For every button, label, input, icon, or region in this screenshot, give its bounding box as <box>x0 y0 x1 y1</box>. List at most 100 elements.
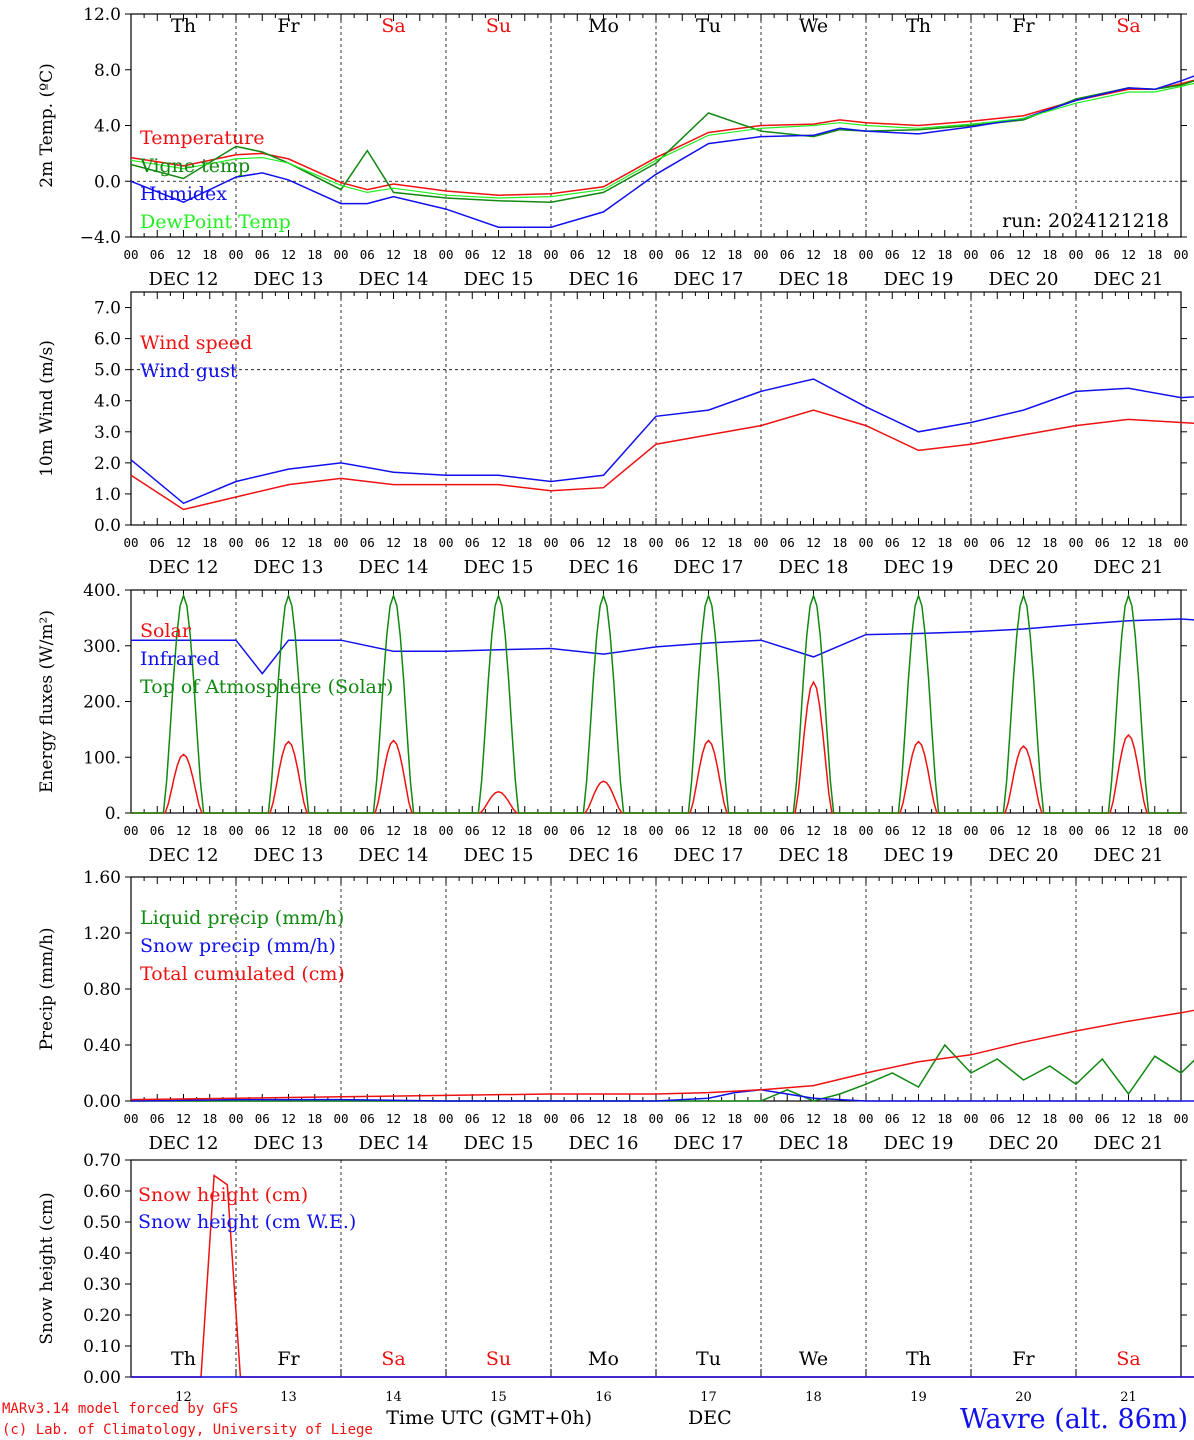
x-axis: 00 06 12 18 00 06 12 18 00 06 12 18 00 06 12 18 00 06 12 18… <box>123 877 1189 1154</box>
hour-tick-label: 00 <box>1068 247 1083 262</box>
y-tick-label: 0.70 <box>83 1151 121 1171</box>
hour-tick-label: 18 <box>937 1111 952 1126</box>
hour-tick-label: 12 <box>1016 535 1031 550</box>
y-tick-label: 0.00 <box>83 1092 121 1112</box>
hour-tick-label: 18 <box>412 823 427 838</box>
hour-tick-label: 18 <box>832 535 847 550</box>
hour-tick-label: 18 <box>1042 823 1057 838</box>
hour-tick-label: 00 <box>648 535 663 550</box>
y-tick-label: 0.50 <box>83 1213 121 1233</box>
hour-tick-label: 00 <box>333 247 348 262</box>
hour-tick-label: 12 <box>176 823 191 838</box>
date-label: DEC 18 <box>779 1133 849 1154</box>
hour-tick-label: 12 <box>281 247 296 262</box>
hour-tick-label: 06 <box>885 247 900 262</box>
x-axis: 00 06 12 18 00 06 12 18 00 06 12 18 00 06 12 18 00 06 12 18… <box>123 292 1189 578</box>
hour-tick-label: 18 <box>307 823 322 838</box>
hour-tick-label: 12 <box>701 1111 716 1126</box>
hour-tick-label: 12 <box>596 1111 611 1126</box>
hour-tick-label: 00 <box>753 247 768 262</box>
y-axis-label: 2m Temp. (ºC) <box>37 63 57 188</box>
y-tick-label: 100. <box>83 748 121 768</box>
credit-line-1: MARv3.14 model forced by GFS <box>2 1401 238 1417</box>
hour-tick-label: 12 <box>176 247 191 262</box>
hour-tick-label: 00 <box>753 823 768 838</box>
hour-tick-label: 12 <box>911 823 926 838</box>
y-tick-label: 0.40 <box>83 1244 121 1264</box>
hour-tick-label: 00 <box>963 247 978 262</box>
series-group <box>131 593 1194 814</box>
legend-entry: Snow precip (mm/h) <box>140 935 336 957</box>
hour-tick-label: 18 <box>1042 1111 1057 1126</box>
hour-tick-label: 00 <box>333 823 348 838</box>
hour-tick-label: 06 <box>150 1111 165 1126</box>
weekday-label: Mo <box>588 1348 619 1370</box>
date-label: DEC 18 <box>779 845 849 866</box>
hour-tick-label: 06 <box>150 535 165 550</box>
series-line <box>130 378 1194 505</box>
series-line <box>130 79 1194 196</box>
y-axis-label: Energy fluxes (W/m²) <box>37 610 57 793</box>
y-tick-label: 1.60 <box>83 868 121 888</box>
panel-1: −4.00.04.08.012.02m Temp. (ºC)00 06 12 18 00… <box>37 5 1194 290</box>
hour-tick-label: 00 <box>438 1111 453 1126</box>
series-group <box>131 1174 1194 1378</box>
hour-tick-label: 00 <box>123 247 138 262</box>
hour-tick-label: 00 <box>963 1111 978 1126</box>
date-label: DEC 15 <box>464 269 534 290</box>
y-tick-label: 0.20 <box>83 1306 121 1326</box>
y-tick-label: 0.40 <box>83 1036 121 1056</box>
weekday-label: Sa <box>1116 15 1140 37</box>
weekday-label: Mo <box>588 15 619 37</box>
hour-tick-label: 12 <box>701 535 716 550</box>
hour-tick-label: 00 <box>648 247 663 262</box>
day-number-label: 19 <box>910 1390 927 1405</box>
legend: Snow height (cm) Snow height (cm W.E.) <box>138 1184 356 1233</box>
hour-tick-label: 06 <box>990 247 1005 262</box>
hour-tick-label: 18 <box>1042 247 1057 262</box>
series-group <box>130 1009 1194 1102</box>
day-number-label: 12 <box>175 1390 192 1405</box>
hour-tick-label: 18 <box>622 1111 637 1126</box>
hour-tick-label: 06 <box>1095 247 1110 262</box>
hour-tick-label: 12 <box>1121 1111 1136 1126</box>
hour-tick-label: 18 <box>937 247 952 262</box>
weekday-label: Sa <box>381 15 405 37</box>
weekday-label: Th <box>906 15 931 37</box>
hour-tick-label: 00 <box>1068 823 1083 838</box>
legend-entry: Snow height (cm) <box>138 1184 308 1206</box>
y-tick-label: 4.0 <box>94 392 121 412</box>
date-label: DEC 17 <box>674 557 744 578</box>
hour-tick-label: 18 <box>1042 535 1057 550</box>
date-label: DEC 17 <box>674 269 744 290</box>
hour-tick-label: 18 <box>622 535 637 550</box>
date-label: DEC 13 <box>254 269 324 290</box>
panel-2: 0.0 1.0 2.0 3.0 4.0 5.0 6.0 7.0 10m Wind (m/s) 00… <box>37 291 1194 578</box>
date-label: DEC 13 <box>254 557 324 578</box>
hour-tick-label: 18 <box>622 823 637 838</box>
hour-tick-label: 12 <box>386 823 401 838</box>
plot-frame <box>130 13 1182 238</box>
series-line <box>131 618 1194 675</box>
weekday-label: Tu <box>696 15 721 37</box>
hour-tick-label: 06 <box>570 535 585 550</box>
x-axis-label: Time UTC (GMT+0h) <box>386 1407 592 1429</box>
hour-tick-label: 18 <box>517 823 532 838</box>
date-label: DEC 21 <box>1094 845 1164 866</box>
hour-tick-label: 18 <box>517 535 532 550</box>
y-tick-label: 0.60 <box>83 1182 121 1202</box>
hour-tick-label: 00 <box>858 823 873 838</box>
hour-tick-label: 00 <box>543 823 558 838</box>
hour-tick-label: 18 <box>412 1111 427 1126</box>
series-line <box>131 593 1181 814</box>
legend: Temperature Vigne temp Humidex DewPoint Tem… <box>139 127 291 233</box>
hour-tick-label: 12 <box>281 535 296 550</box>
date-label: DEC 15 <box>464 557 534 578</box>
y-axis-label: Snow height (cm) <box>37 1192 57 1344</box>
date-label: DEC 14 <box>359 1133 429 1154</box>
series-line <box>130 1009 1194 1101</box>
legend-entry: Wind speed <box>140 332 252 354</box>
y-tick-label: 7.0 <box>94 299 121 319</box>
y-tick-label: 200. <box>83 693 121 713</box>
hour-tick-label: 00 <box>963 823 978 838</box>
